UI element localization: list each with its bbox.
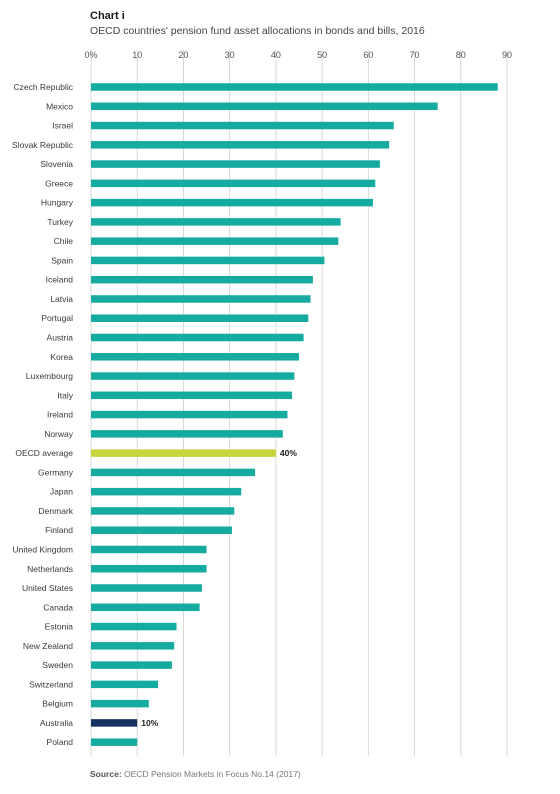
- bar: [91, 565, 207, 573]
- category-label: Turkey: [47, 217, 73, 227]
- x-tick-label: 70: [410, 50, 420, 60]
- category-label: Slovak Republic: [12, 140, 74, 150]
- category-label: Sweden: [42, 660, 73, 670]
- category-label: Canada: [43, 602, 73, 612]
- x-tick-label: 30: [225, 50, 235, 60]
- bar: [91, 603, 200, 612]
- category-label: Netherlands: [27, 564, 73, 574]
- category-label: Korea: [50, 352, 73, 362]
- x-tick-label: 90: [502, 50, 512, 60]
- bar: [91, 102, 438, 111]
- bar: [91, 622, 177, 631]
- category-label: Czech Republic: [13, 82, 73, 92]
- bar: [91, 314, 309, 322]
- category-label: Belgium: [42, 699, 73, 709]
- bar: [91, 83, 498, 91]
- bar: [91, 198, 373, 207]
- category-label: OECD average: [15, 448, 73, 458]
- bar: [91, 179, 376, 188]
- bar: [91, 699, 149, 708]
- category-label: Spain: [51, 255, 73, 265]
- category-label: Australia: [40, 718, 73, 728]
- category-label: Portugal: [41, 313, 73, 323]
- bar: [91, 507, 235, 515]
- category-label: Latvia: [50, 294, 73, 304]
- bar: [91, 680, 159, 689]
- category-label: United Kingdom: [13, 544, 73, 554]
- x-tick-label: 40: [271, 50, 281, 60]
- bar: [91, 256, 325, 265]
- bar: [91, 545, 207, 554]
- bar: [91, 333, 304, 342]
- category-label: Finland: [45, 525, 73, 535]
- category-label: Switzerland: [29, 679, 73, 689]
- bar: [91, 738, 138, 746]
- bar: [91, 449, 276, 457]
- category-label: Slovenia: [40, 159, 73, 169]
- bar: [91, 487, 242, 496]
- category-label: Italy: [57, 390, 73, 400]
- bar: [91, 468, 256, 477]
- category-label: Denmark: [39, 506, 74, 516]
- category-label: Greece: [45, 178, 73, 188]
- bar: [91, 121, 394, 130]
- bar: [91, 141, 390, 149]
- category-label: Japan: [50, 487, 73, 497]
- data-label: 10%: [141, 718, 158, 728]
- x-tick-label: 80: [456, 50, 466, 60]
- category-label: Mexico: [46, 101, 73, 111]
- category-label: United States: [22, 583, 73, 593]
- bar: [91, 584, 202, 592]
- bar: [91, 391, 293, 400]
- bar: [91, 642, 175, 650]
- category-label: Luxembourg: [26, 371, 74, 381]
- category-label: Poland: [47, 737, 74, 747]
- category-label: Norway: [44, 429, 74, 439]
- x-tick-label: 0%: [84, 50, 97, 60]
- source-text: OECD Pension Markets in Focus No.14 (201…: [124, 769, 301, 779]
- category-label: Estonia: [45, 622, 74, 632]
- bar: [91, 719, 138, 727]
- x-tick-label: 20: [178, 50, 188, 60]
- bar: [91, 372, 295, 380]
- category-label: Austria: [47, 333, 74, 343]
- x-tick-label: 50: [317, 50, 327, 60]
- x-tick-label: 10: [132, 50, 142, 60]
- bar: [91, 353, 299, 361]
- category-label: Iceland: [46, 275, 74, 285]
- bar: [91, 430, 283, 438]
- category-label: New Zealand: [23, 641, 73, 651]
- data-label: 40%: [280, 448, 297, 458]
- category-label: Hungary: [41, 198, 74, 208]
- bar: [91, 160, 380, 168]
- category-label: Chile: [54, 236, 74, 246]
- bar: [91, 661, 172, 669]
- bar: [91, 218, 341, 226]
- category-label: Ireland: [47, 410, 73, 420]
- category-label: Israel: [52, 121, 73, 131]
- bar: [91, 295, 311, 303]
- bar: [91, 410, 288, 419]
- bar: [91, 275, 313, 284]
- chart-title: Chart i: [90, 10, 125, 22]
- source-note: Source: OECD Pension Markets in Focus No…: [90, 769, 301, 779]
- category-label: Germany: [38, 467, 74, 477]
- source-label: Source:: [90, 769, 122, 779]
- x-tick-label: 60: [363, 50, 373, 60]
- chart-subtitle: OECD countries' pension fund asset alloc…: [90, 25, 425, 37]
- bar: [91, 237, 339, 245]
- bar: [91, 526, 232, 534]
